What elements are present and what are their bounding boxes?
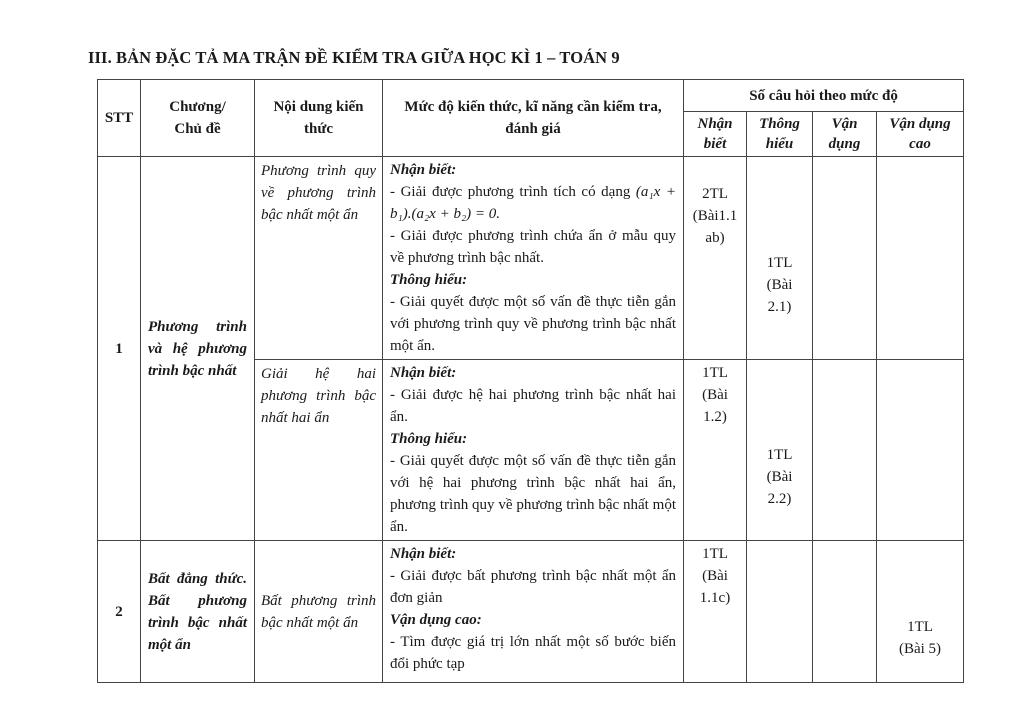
row1a-topic-cell: Phương trình quy về phương trình bậc nhấ…: [254, 156, 383, 360]
header-requirements: Mức độ kiến thức, kĩ năng cần kiểm tra, …: [382, 79, 684, 157]
requirement-line: - Giải được phương trình tích có dạng (a…: [390, 181, 676, 225]
header-level-thong-hieu: Thông hiểu: [746, 111, 813, 157]
table-row: 1 Phương trình và hệ phương trình bậc nh…: [97, 156, 965, 541]
header-level-nhan-biet: Nhận biết: [683, 111, 747, 157]
level-label: Vận dụng cao:: [390, 612, 482, 628]
header-stt: STT: [97, 79, 141, 157]
requirement-line: - Giải được bất phương trình bậc nhất mộ…: [390, 568, 676, 606]
row2-count-van-dung: [812, 540, 877, 683]
requirement-line: - Giải được hệ hai phương trình bậc nhất…: [390, 387, 676, 425]
table-row: Giải hệ hai phương trình bậc nhất hai ẩn…: [98, 359, 965, 541]
requirement-line: - Giải quyết được một số vấn đề thực tiễ…: [390, 294, 676, 354]
row2-count-van-dung-cao: 1TL (Bài 5): [875, 540, 965, 683]
header-topic: Nội dung kiến thức: [254, 79, 383, 157]
requirement-line: - Giải được phương trình chứa ẩn ở mẫu q…: [390, 228, 676, 266]
page-title: III. BẢN ĐẶC TẢ MA TRẬN ĐỀ KIỂM TRA GIỮA…: [88, 48, 620, 67]
row1b-count-van-dung: [812, 359, 877, 541]
row2-chapter-cell: Bất đẳng thức. Bất phương trình bậc nhất…: [140, 540, 255, 683]
level-label: Thông hiểu:: [390, 431, 468, 447]
row1a-count-thong-hieu: 1TL (Bài 2.1): [746, 156, 813, 360]
math-expression: (a₁x + b₁).(a₂x + b₂) = 0.: [390, 184, 676, 222]
header-level-van-dung: Vận dụng: [812, 111, 877, 157]
row2-requirements-cell: Nhận biết: - Giải được bất phương trình …: [382, 540, 684, 683]
level-label: Nhận biết:: [390, 365, 457, 381]
row1b-requirements-cell: Nhận biết: - Giải được hệ hai phương trì…: [382, 359, 684, 541]
requirement-text: - Giải được phương trình tích có dạng: [390, 184, 636, 200]
header-chapter: Chương/ Chủ đề: [140, 79, 255, 157]
row1b-topic-cell: Giải hệ hai phương trình bậc nhất hai ẩn: [254, 359, 383, 541]
level-label: Nhận biết:: [390, 162, 457, 178]
row1b-count-thong-hieu: 1TL (Bài 2.2): [746, 359, 813, 541]
row1-stt-cell: 1: [97, 156, 141, 541]
table-row: 2 Bất đẳng thức. Bất phương trình bậc nh…: [97, 540, 965, 683]
row1a-requirements-cell: Nhận biết: - Giải được phương trình tích…: [382, 156, 684, 360]
exam-matrix-table: STT Chương/ Chủ đề Nội dung kiến thức Mứ…: [97, 79, 965, 683]
document-page: III. BẢN ĐẶC TẢ MA TRẬN ĐỀ KIỂM TRA GIỮA…: [88, 48, 965, 683]
level-label: Nhận biết:: [390, 546, 457, 562]
header-level-van-dung-cao: Vận dụng cao: [875, 111, 965, 157]
row1a-count-nhan-biet: 2TL (Bài1.1 ab): [683, 156, 747, 360]
row2-stt-cell: 2: [97, 540, 141, 683]
row1-chapter-cell: Phương trình và hệ phương trình bậc nhất: [140, 156, 255, 541]
row1a-count-van-dung-cao: [875, 156, 965, 360]
header-question-counts: Số câu hỏi theo mức độ: [682, 79, 965, 112]
row2-count-nhan-biet: 1TL (Bài 1.1c): [683, 540, 747, 683]
level-label: Thông hiểu:: [390, 272, 468, 288]
row2-topic-cell: Bất phương trình bậc nhất một ẩn: [254, 540, 383, 683]
row1b-count-nhan-biet: 1TL (Bài 1.2): [683, 359, 747, 541]
row1b-count-van-dung-cao: [875, 359, 965, 541]
row2-count-thong-hieu: [746, 540, 813, 683]
requirement-line: - Giải quyết được một số vấn đề thực tiễ…: [390, 453, 676, 535]
row1a-count-van-dung: [812, 156, 877, 360]
requirement-line: - Tìm được giá trị lớn nhất một số bước …: [390, 634, 676, 672]
